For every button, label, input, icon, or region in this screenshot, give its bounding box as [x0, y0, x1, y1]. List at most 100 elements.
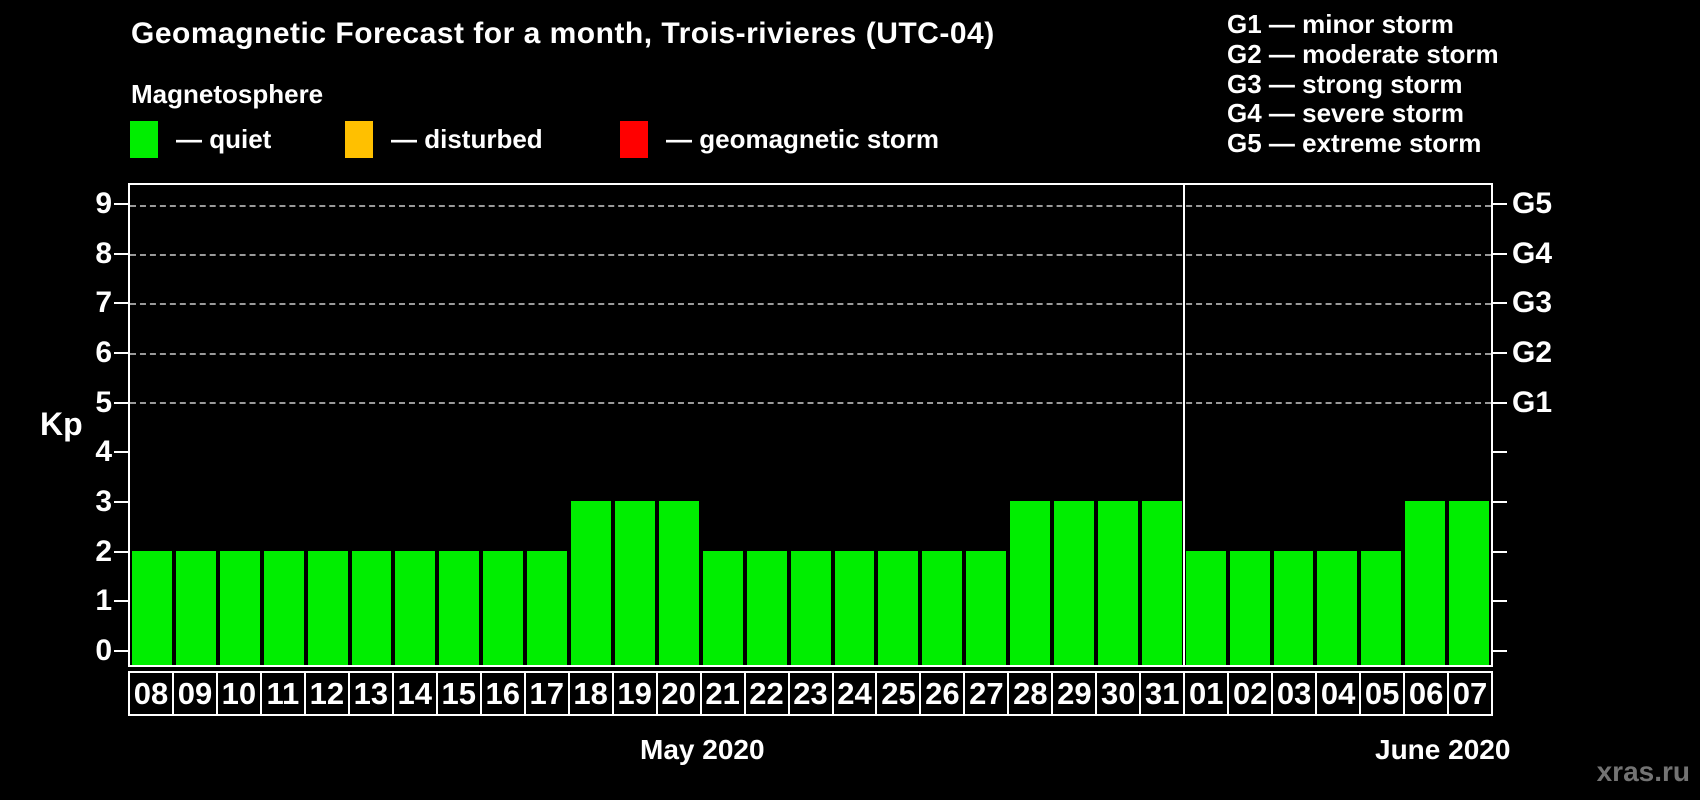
kp-bar	[1054, 501, 1094, 665]
plot-area	[128, 183, 1493, 667]
day-label-04: 04	[1317, 671, 1362, 716]
day-label-02: 02	[1229, 671, 1274, 716]
y-tick-left-2	[114, 550, 128, 553]
kp-bar	[878, 550, 919, 665]
day-label-10: 10	[217, 671, 262, 716]
day-label-24: 24	[833, 671, 878, 716]
g-legend-line-2: G2 — moderate storm	[1227, 38, 1499, 69]
day-label-26: 26	[921, 671, 966, 716]
day-label-16: 16	[481, 671, 526, 716]
bar-column-01	[1184, 185, 1228, 665]
month-label-may: May 2020	[640, 734, 765, 765]
gridline-kp5	[130, 401, 1491, 404]
bar-column-10	[218, 185, 262, 665]
bar-column-17	[525, 185, 569, 665]
kp-bar	[527, 550, 568, 665]
bar-column-04	[1315, 185, 1359, 665]
y-tick-right-6	[1493, 351, 1507, 354]
kp-bar	[439, 550, 480, 665]
kp-bar	[219, 550, 260, 665]
gridline-kp8	[130, 253, 1491, 256]
kp-bar	[614, 501, 655, 665]
kp-bar	[966, 550, 1007, 665]
quiet-color-swatch	[130, 121, 158, 158]
kp-bar	[1097, 501, 1138, 665]
y-tick-left-3	[114, 501, 128, 504]
y-tick-left-5	[114, 401, 128, 404]
day-label-30: 30	[1097, 671, 1142, 716]
g-scale-label-G1: G1	[1512, 385, 1553, 419]
y-tick-left-4	[114, 451, 128, 454]
kp-bar	[395, 550, 436, 665]
y-tick-label-7: 7	[95, 286, 112, 320]
y-tick-left-7	[114, 302, 128, 305]
y-tick-label-1: 1	[95, 584, 112, 618]
day-label-18: 18	[569, 671, 614, 716]
kp-bar	[571, 501, 611, 665]
month-divider	[1182, 185, 1185, 665]
day-label-07: 07	[1449, 671, 1494, 716]
y-tick-label-3: 3	[95, 485, 112, 519]
kp-bar	[922, 550, 963, 665]
kp-bar	[1317, 550, 1358, 665]
y-tick-right-2	[1493, 550, 1507, 553]
y-tick-left-9	[114, 202, 128, 205]
g-scale-label-G2: G2	[1512, 335, 1553, 369]
legend-label-storm: — geomagnetic storm	[666, 124, 940, 154]
y-tick-label-5: 5	[95, 385, 112, 419]
legend-item-storm: — geomagnetic storm	[620, 121, 939, 158]
y-tick-left-6	[114, 351, 128, 354]
y-tick-right-5	[1493, 401, 1507, 404]
bar-column-31	[1140, 185, 1184, 665]
bar-column-20	[657, 185, 701, 665]
kp-bar	[746, 550, 787, 665]
bar-column-21	[701, 185, 745, 665]
g-legend-line-1: G1 — minor storm	[1227, 9, 1454, 39]
kp-bar	[1185, 550, 1226, 665]
y-tick-left-1	[114, 600, 128, 603]
kp-bar	[1449, 501, 1490, 665]
day-label-01: 01	[1185, 671, 1230, 716]
kp-bar	[1405, 501, 1446, 665]
legend-item-disturbed: — disturbed	[345, 121, 543, 158]
bar-column-12	[306, 185, 350, 665]
y-tick-right-0	[1493, 650, 1507, 653]
bars-container	[130, 185, 1491, 665]
gridline-kp9	[130, 204, 1491, 207]
kp-bar	[1141, 501, 1182, 665]
day-label-13: 13	[349, 671, 394, 716]
kp-bar	[790, 550, 831, 665]
day-label-31: 31	[1141, 671, 1186, 716]
disturbed-color-swatch	[345, 121, 373, 158]
y-axis-label: Kp	[40, 406, 83, 442]
bar-column-16	[481, 185, 525, 665]
y-tick-right-3	[1493, 501, 1507, 504]
day-label-25: 25	[877, 671, 922, 716]
bar-column-25	[876, 185, 920, 665]
legend-label-quiet: — quiet	[176, 124, 272, 154]
day-label-09: 09	[173, 671, 218, 716]
kp-bar	[1361, 550, 1402, 665]
y-tick-label-2: 2	[95, 534, 112, 568]
y-tick-right-4	[1493, 451, 1507, 454]
bar-column-03	[1272, 185, 1316, 665]
month-label-june: June 2020	[1375, 734, 1511, 765]
storm-color-swatch	[620, 121, 648, 158]
kp-bar	[1229, 550, 1270, 665]
kp-bar	[132, 550, 172, 665]
g-legend-line-3: G3 — strong storm	[1227, 68, 1463, 99]
y-tick-right-1	[1493, 600, 1507, 603]
day-label-19: 19	[613, 671, 658, 716]
bar-column-09	[174, 185, 218, 665]
day-label-03: 03	[1273, 671, 1318, 716]
magnetosphere-label: Magnetosphere	[131, 79, 324, 109]
bar-column-26	[920, 185, 964, 665]
y-tick-label-9: 9	[95, 186, 112, 220]
y-tick-label-8: 8	[95, 236, 112, 270]
kp-bar	[351, 550, 392, 665]
gridline-kp6	[130, 352, 1491, 355]
bar-column-29	[1052, 185, 1096, 665]
kp-bar	[834, 550, 875, 665]
day-label-20: 20	[657, 671, 702, 716]
